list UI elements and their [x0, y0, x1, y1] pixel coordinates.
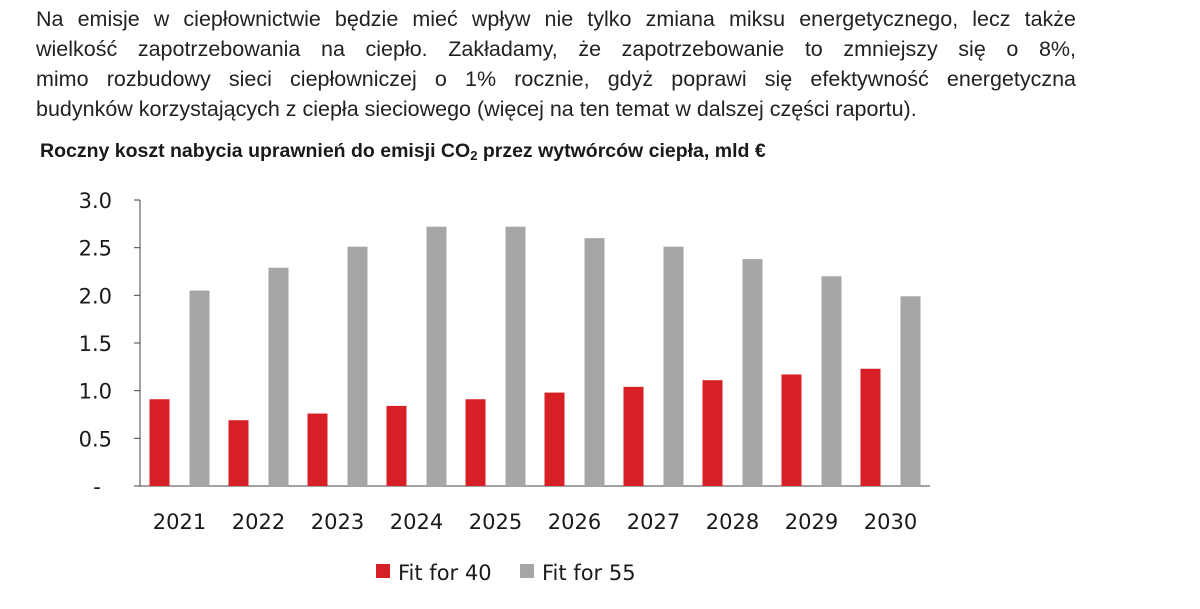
bar-fit-for-40 — [860, 368, 881, 486]
bar-fit-for-40 — [228, 420, 249, 486]
paragraph-line: wielkość zapotrzebowania na ciepło. Zakł… — [36, 37, 1076, 61]
bar-fit-for-40 — [623, 386, 644, 486]
x-tick-label: 2025 — [469, 510, 522, 534]
chart-title: Roczny koszt nabycia uprawnień do emisji… — [40, 140, 766, 163]
x-tick-label: 2022 — [232, 510, 285, 534]
legend-swatch — [376, 564, 390, 578]
y-tick-label: 1.0 — [79, 380, 112, 404]
x-tick-label: 2029 — [785, 510, 838, 534]
chart-title-text-end: przez wytwórców ciepła, mld € — [477, 140, 766, 162]
legend-label: Fit for 40 — [398, 561, 492, 585]
y-tick-label: 2.5 — [79, 237, 112, 261]
legend-label: Fit for 55 — [542, 561, 636, 585]
y-tick-label: 2.0 — [79, 284, 112, 308]
bar-fit-for-55 — [584, 238, 605, 486]
x-tick-label: 2024 — [390, 510, 443, 534]
x-tick-label: 2021 — [153, 510, 206, 534]
bar-fit-for-55 — [426, 226, 447, 486]
bar-fit-for-55 — [821, 276, 842, 486]
bar-fit-for-40 — [386, 405, 407, 486]
bar-fit-for-40 — [149, 399, 170, 486]
y-tick-label: - — [93, 475, 101, 499]
x-tick-label: 2028 — [706, 510, 759, 534]
bar-fit-for-40 — [307, 413, 328, 486]
x-tick-label: 2030 — [864, 510, 917, 534]
x-tick-label: 2023 — [311, 510, 364, 534]
bar-fit-for-55 — [347, 246, 368, 486]
bar-fit-for-40 — [702, 380, 723, 486]
bar-fit-for-55 — [505, 226, 526, 486]
chart-title-subscript: 2 — [470, 148, 478, 163]
legend-swatch — [520, 564, 534, 578]
paragraph-line: Na emisje w ciepłownictwie będzie mieć w… — [36, 7, 1076, 31]
chart-title-text: Roczny koszt nabycia uprawnień do emisji… — [40, 140, 471, 162]
bar-fit-for-55 — [268, 267, 289, 486]
y-tick-label: 1.5 — [79, 332, 112, 356]
bar-fit-for-55 — [742, 259, 763, 486]
paragraph-line: mimo rozbudowy sieci ciepłowniczej o 1% … — [36, 67, 1076, 91]
bar-fit-for-40 — [781, 374, 802, 486]
x-tick-label: 2026 — [548, 510, 601, 534]
y-tick-label: 3.0 — [79, 189, 112, 213]
bar-fit-for-40 — [465, 399, 486, 486]
bar-fit-for-55 — [663, 246, 684, 486]
bar-fit-for-55 — [900, 296, 921, 486]
intro-paragraph: Na emisje w ciepłownictwie będzie mieć w… — [36, 4, 1076, 124]
bar-fit-for-40 — [544, 392, 565, 486]
x-tick-label: 2027 — [627, 510, 680, 534]
paragraph-line: budynków korzystających z ciepła sieciow… — [36, 97, 917, 121]
y-tick-label: 0.5 — [79, 427, 112, 451]
bar-fit-for-55 — [189, 290, 210, 486]
